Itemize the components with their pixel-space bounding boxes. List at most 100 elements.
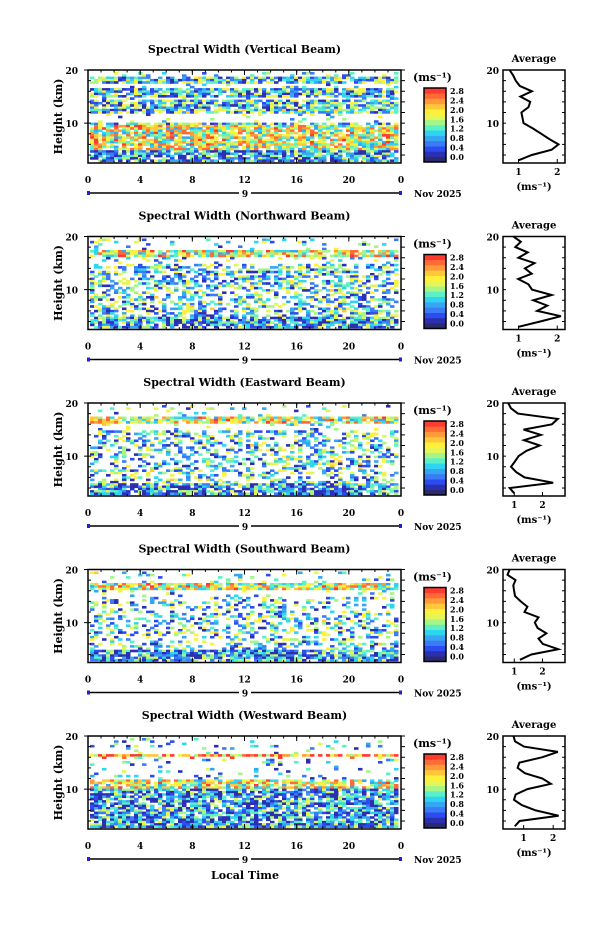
heatmap-cell xyxy=(270,289,275,292)
heatmap-cell xyxy=(250,252,255,255)
heatmap-cell xyxy=(334,307,339,311)
heatmap-cell xyxy=(202,106,207,110)
heatmap-cell xyxy=(222,141,227,144)
heatmap-cell xyxy=(182,127,187,130)
heatmap-cell xyxy=(90,483,95,486)
heatmap-cell xyxy=(258,444,263,447)
heatmap-cell xyxy=(174,275,179,278)
heatmap-cell xyxy=(282,432,287,436)
heatmap-cell xyxy=(366,104,371,107)
heatmap-cell xyxy=(314,263,319,267)
heatmap-cell xyxy=(182,111,187,114)
heatmap-cell xyxy=(190,150,195,153)
heatmap-cell xyxy=(390,154,395,158)
heatmap-cell xyxy=(386,81,391,84)
heatmap-cell xyxy=(230,437,235,440)
heatmap-cell xyxy=(302,159,307,162)
heatmap-cell xyxy=(322,143,327,146)
heatmap-cell xyxy=(286,124,291,128)
heatmap-cell xyxy=(302,243,307,246)
heatmap-cell xyxy=(294,421,299,424)
heatmap-cell xyxy=(198,78,203,82)
heatmap-cell xyxy=(186,111,191,114)
heatmap-cell xyxy=(358,441,363,445)
heatmap-cell xyxy=(362,92,367,96)
heatmap-cell xyxy=(310,490,315,493)
heatmap-cell xyxy=(186,252,191,255)
heatmap-cell xyxy=(394,111,399,114)
heatmap-cell xyxy=(234,134,239,137)
heatmap-cell xyxy=(282,152,287,156)
heatmap-cell xyxy=(118,325,123,329)
heatmap-cell xyxy=(134,104,139,107)
heatmap-cell xyxy=(146,309,151,313)
heatmap-cell xyxy=(106,487,111,491)
colorbar-tick-label: 0.0 xyxy=(450,152,464,162)
heatmap-cell xyxy=(294,418,299,422)
heatmap-cell xyxy=(202,307,207,311)
heatmap-cell xyxy=(394,76,399,80)
heatmap-cell xyxy=(358,279,363,283)
heatmap-cell xyxy=(374,478,379,482)
heatmap-cell xyxy=(338,101,343,105)
heatmap-cell xyxy=(378,471,383,475)
heatmap-cell xyxy=(166,275,171,278)
heatmap-cell xyxy=(210,323,215,327)
heatmap-cell xyxy=(142,319,147,322)
heatmap-cell xyxy=(350,421,355,424)
heatmap-cell xyxy=(234,101,239,105)
heatmap-cell xyxy=(274,76,279,80)
heatmap-cell xyxy=(166,95,171,98)
heatmap-cell xyxy=(90,250,95,253)
heatmap-cell xyxy=(302,467,307,470)
heatmap-cell xyxy=(394,134,399,137)
heatmap-cell xyxy=(262,487,267,491)
heatmap-cell xyxy=(310,423,315,426)
heatmap-cell xyxy=(326,111,331,114)
heatmap-cell xyxy=(322,298,327,301)
heatmap-cell xyxy=(174,286,179,290)
heatmap-cell xyxy=(330,451,335,454)
heatmap-cell xyxy=(250,95,255,98)
heatmap-cell xyxy=(198,284,203,288)
heatmap-cell xyxy=(114,300,119,304)
heatmap-cell xyxy=(214,284,219,288)
heatmap-cell xyxy=(330,90,335,93)
heatmap-cell xyxy=(194,421,199,424)
heatmap-cell xyxy=(390,432,395,436)
heatmap-cell xyxy=(170,76,175,80)
heatmap-cell xyxy=(234,277,239,281)
heatmap-cell xyxy=(262,152,267,156)
heatmap-cell xyxy=(102,95,107,98)
heatmap-cell xyxy=(146,483,151,486)
heatmap-cell xyxy=(238,483,243,486)
heatmap-cell xyxy=(90,462,95,466)
heatmap-cell xyxy=(138,141,143,144)
heatmap-cell xyxy=(98,418,103,422)
heatmap-cell xyxy=(298,78,303,82)
heatmap-cell xyxy=(186,147,191,151)
heatmap-cell xyxy=(294,99,299,103)
heatmap-cell xyxy=(206,134,211,137)
heatmap-cell xyxy=(206,78,211,82)
heatmap-cell xyxy=(278,483,283,486)
heatmap-cell xyxy=(174,124,179,128)
heatmap-cell xyxy=(362,138,367,142)
heatmap-cell xyxy=(98,314,103,317)
heatmap-cell xyxy=(274,483,279,486)
heatmap-cell xyxy=(298,136,303,139)
heatmap-cell xyxy=(134,319,139,322)
heatmap-cell xyxy=(266,476,271,479)
heatmap-cell xyxy=(258,111,263,114)
heatmap-cell xyxy=(370,106,375,110)
heatmap-cell xyxy=(330,321,335,324)
heatmap-cell xyxy=(186,127,191,130)
heatmap-cell xyxy=(158,478,163,482)
heatmap-cell xyxy=(366,455,371,459)
heatmap-cell xyxy=(166,448,171,452)
heatmap-cell xyxy=(358,312,363,315)
heatmap-cell xyxy=(282,124,287,128)
heatmap-cell xyxy=(250,444,255,447)
heatmap-cell xyxy=(290,108,295,112)
heatmap-cell xyxy=(98,432,103,436)
